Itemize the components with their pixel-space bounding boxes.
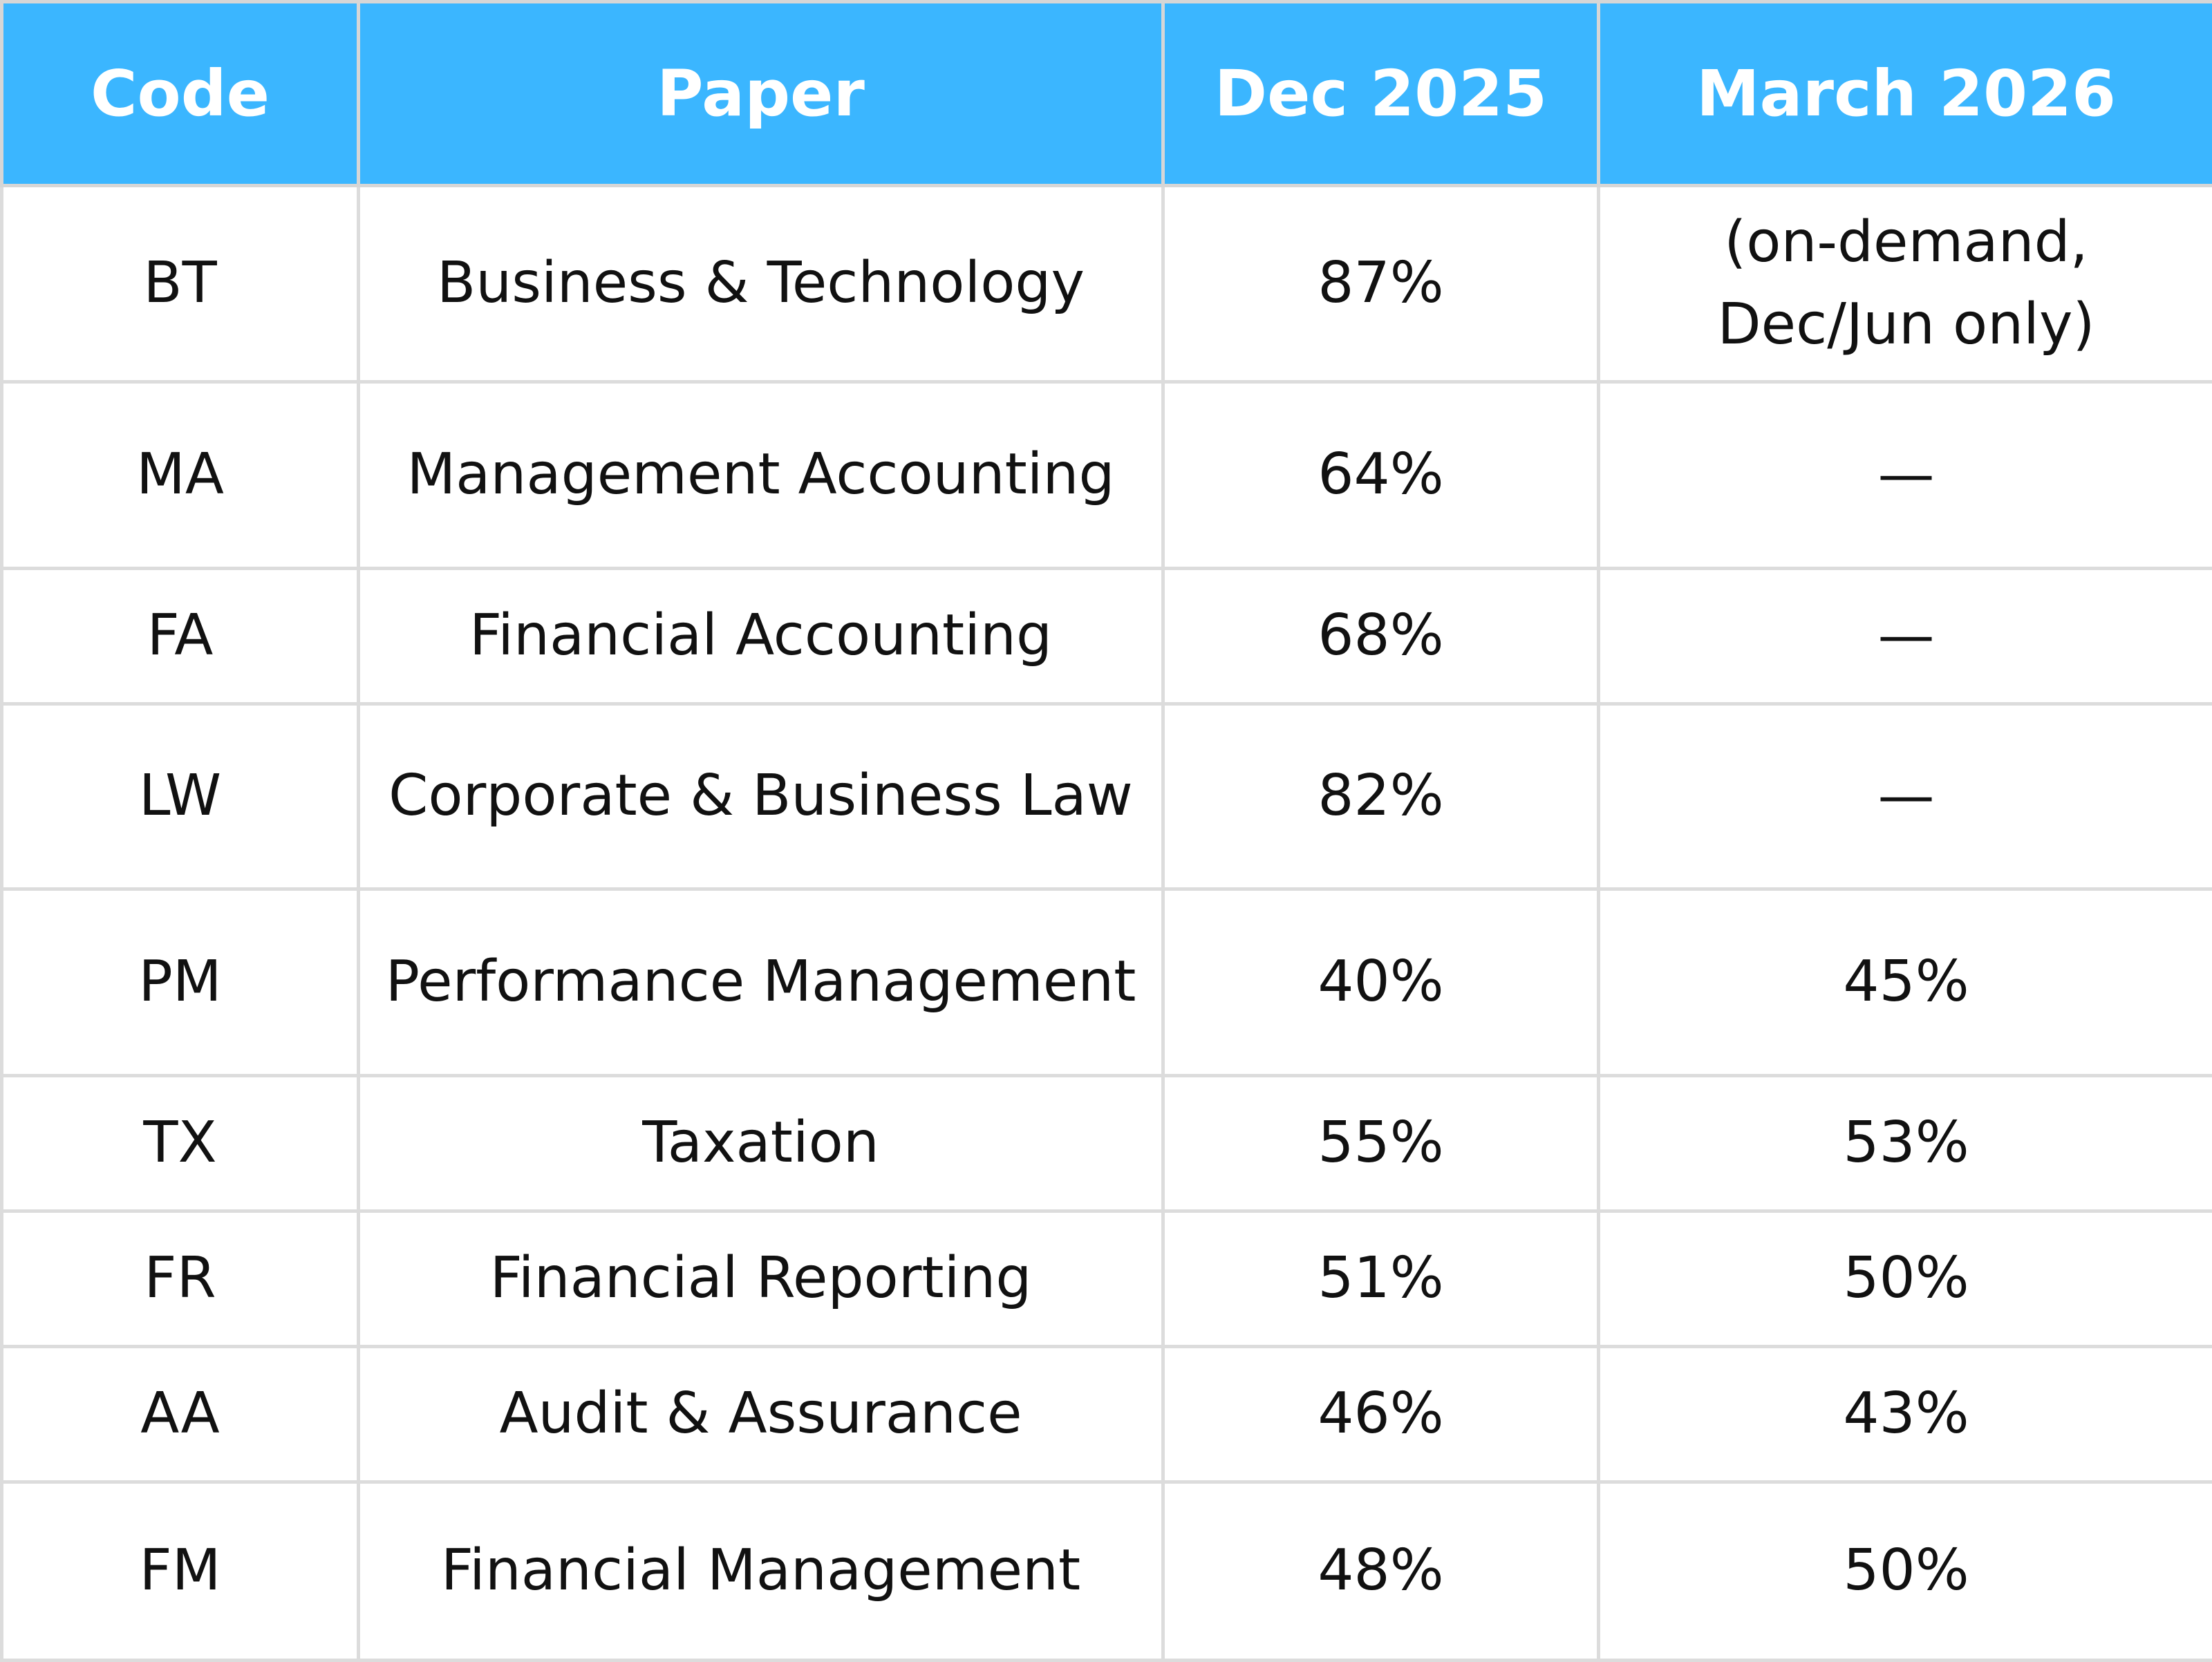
march-cell: 43%	[1599, 1347, 2212, 1482]
code-cell: LW	[2, 704, 359, 889]
table-row: TX Taxation 55% 53%	[2, 1076, 2212, 1211]
code-cell: PM	[2, 889, 359, 1076]
march-cell: (on-demand, Dec/Jun only)	[1599, 186, 2212, 382]
table-row: FA Financial Accounting 68% —	[2, 569, 2212, 704]
code-cell: MA	[2, 382, 359, 569]
dec-cell: 82%	[1163, 704, 1599, 889]
dec-cell: 68%	[1163, 569, 1599, 704]
paper-cell: Financial Management	[359, 1482, 1163, 1661]
code-cell: AA	[2, 1347, 359, 1482]
table-row: AA Audit & Assurance 46% 43%	[2, 1347, 2212, 1482]
paper-cell: Corporate & Business Law	[359, 704, 1163, 889]
dec-cell: 64%	[1163, 382, 1599, 569]
table-row: MA Management Accounting 64% —	[2, 382, 2212, 569]
march-cell: 45%	[1599, 889, 2212, 1076]
code-cell: FA	[2, 569, 359, 704]
march-cell: 50%	[1599, 1211, 2212, 1347]
march-cell-line: (on-demand,	[1617, 202, 2195, 284]
paper-cell: Management Accounting	[359, 382, 1163, 569]
code-cell: TX	[2, 1076, 359, 1211]
paper-cell: Audit & Assurance	[359, 1347, 1163, 1482]
march-cell: —	[1599, 569, 2212, 704]
code-cell: FM	[2, 1482, 359, 1661]
table-row: FM Financial Management 48% 50%	[2, 1482, 2212, 1661]
paper-cell: Financial Accounting	[359, 569, 1163, 704]
table-row: LW Corporate & Business Law 82% —	[2, 704, 2212, 889]
paper-cell: Financial Reporting	[359, 1211, 1163, 1347]
march-cell-line: Dec/Jun only)	[1617, 284, 2195, 366]
dec-cell: 55%	[1163, 1076, 1599, 1211]
code-cell: FR	[2, 1211, 359, 1347]
march-cell: —	[1599, 382, 2212, 569]
code-cell: BT	[2, 186, 359, 382]
dec-cell: 40%	[1163, 889, 1599, 1076]
table-row: PM Performance Management 40% 45%	[2, 889, 2212, 1076]
dec-cell: 87%	[1163, 186, 1599, 382]
table-row: FR Financial Reporting 51% 50%	[2, 1211, 2212, 1347]
paper-cell: Performance Management	[359, 889, 1163, 1076]
dec-cell: 48%	[1163, 1482, 1599, 1661]
header-march-2026: March 2026	[1599, 2, 2212, 186]
header-paper: Paper	[359, 2, 1163, 186]
paper-cell: Taxation	[359, 1076, 1163, 1211]
paper-cell: Business & Technology	[359, 186, 1163, 382]
march-cell: 50%	[1599, 1482, 2212, 1661]
header-code: Code	[2, 2, 359, 186]
march-cell: —	[1599, 704, 2212, 889]
dec-cell: 51%	[1163, 1211, 1599, 1347]
dec-cell: 46%	[1163, 1347, 1599, 1482]
header-row: Code Paper Dec 2025 March 2026	[2, 2, 2212, 186]
march-cell: 53%	[1599, 1076, 2212, 1211]
table-row: BT Business & Technology 87% (on-demand,…	[2, 186, 2212, 382]
header-dec-2025: Dec 2025	[1163, 2, 1599, 186]
